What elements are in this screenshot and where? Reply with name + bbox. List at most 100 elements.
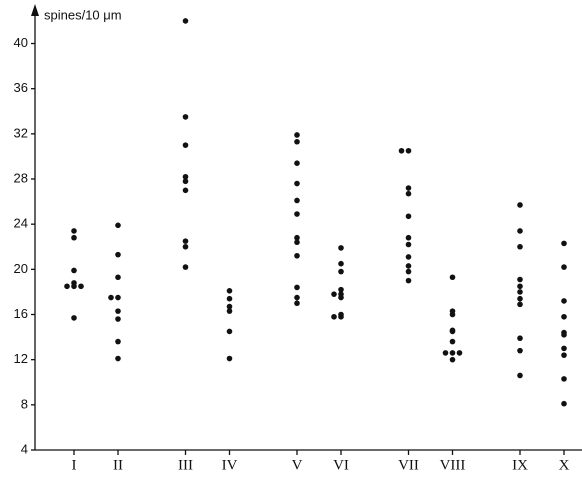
data-point bbox=[449, 274, 456, 281]
data-point bbox=[294, 138, 300, 145]
data-point bbox=[517, 243, 523, 250]
x-tick-label: X bbox=[559, 457, 570, 473]
data-point bbox=[226, 355, 233, 362]
y-tick-label: 12 bbox=[14, 351, 28, 366]
data-point bbox=[517, 228, 523, 234]
data-point bbox=[182, 178, 189, 185]
data-point bbox=[115, 251, 121, 258]
data-point bbox=[517, 301, 523, 308]
y-tick-label: 16 bbox=[14, 306, 28, 321]
data-point bbox=[294, 252, 300, 259]
data-point bbox=[561, 313, 567, 320]
data-point bbox=[226, 328, 233, 335]
y-tick-label: 40 bbox=[14, 35, 28, 50]
data-point bbox=[449, 356, 456, 363]
data-point bbox=[449, 338, 456, 345]
data-point bbox=[115, 222, 121, 229]
data-point bbox=[331, 313, 337, 320]
data-point bbox=[405, 254, 412, 260]
data-point bbox=[517, 372, 523, 379]
data-point bbox=[405, 213, 412, 220]
data-point bbox=[115, 294, 121, 301]
data-point bbox=[405, 241, 412, 248]
data-point bbox=[517, 295, 523, 302]
data-point bbox=[294, 239, 300, 246]
data-point bbox=[449, 311, 456, 318]
data-point bbox=[405, 234, 412, 241]
data-point bbox=[226, 308, 233, 314]
y-axis-label: spines/10 μm bbox=[44, 7, 122, 22]
data-point bbox=[405, 190, 412, 197]
axis-arrow bbox=[31, 4, 39, 16]
data-point bbox=[108, 294, 114, 301]
data-point bbox=[182, 243, 189, 250]
y-tick-label: 24 bbox=[14, 216, 28, 231]
data-point bbox=[115, 274, 121, 281]
data-point bbox=[182, 142, 189, 148]
data-point bbox=[561, 352, 567, 358]
data-point bbox=[517, 335, 523, 342]
data-point bbox=[398, 147, 405, 154]
x-tick-label: III bbox=[178, 457, 193, 473]
data-point bbox=[182, 238, 189, 244]
data-point bbox=[449, 328, 456, 335]
x-tick-label: VI bbox=[333, 457, 349, 473]
data-point bbox=[405, 147, 412, 154]
data-point bbox=[226, 303, 233, 310]
x-tick-label: II bbox=[113, 457, 123, 473]
data-point bbox=[517, 202, 523, 208]
data-point bbox=[561, 264, 567, 270]
data-point bbox=[71, 267, 77, 274]
data-point bbox=[405, 277, 412, 284]
y-tick-label: 36 bbox=[14, 80, 28, 95]
data-point bbox=[561, 400, 567, 407]
data-point bbox=[517, 283, 523, 290]
data-point bbox=[561, 345, 567, 352]
data-point bbox=[78, 283, 84, 290]
data-point bbox=[115, 355, 121, 362]
y-tick-label: 4 bbox=[21, 441, 28, 456]
data-point bbox=[294, 211, 300, 217]
x-tick-label: VIII bbox=[440, 457, 466, 473]
data-point bbox=[561, 298, 567, 304]
data-point bbox=[449, 350, 456, 356]
x-tick-label: I bbox=[72, 457, 77, 473]
data-point bbox=[115, 308, 121, 314]
data-point bbox=[294, 294, 300, 301]
data-point bbox=[71, 283, 77, 290]
y-tick-label: 20 bbox=[14, 261, 28, 276]
data-point bbox=[182, 173, 189, 180]
data-point bbox=[115, 338, 121, 345]
data-point bbox=[64, 283, 70, 290]
data-point bbox=[338, 245, 344, 251]
y-tick-label: 28 bbox=[14, 170, 28, 185]
data-point bbox=[182, 264, 189, 270]
data-point bbox=[405, 263, 412, 269]
data-point bbox=[71, 228, 77, 234]
data-point bbox=[294, 160, 300, 167]
x-tick-label: IV bbox=[222, 457, 238, 473]
data-point bbox=[226, 295, 233, 302]
data-point bbox=[226, 287, 233, 294]
data-point bbox=[517, 347, 523, 354]
data-point bbox=[338, 260, 344, 267]
data-point bbox=[338, 313, 344, 320]
data-point bbox=[442, 350, 449, 356]
data-point bbox=[517, 276, 523, 283]
data-point bbox=[456, 350, 463, 356]
data-point bbox=[71, 234, 77, 241]
x-tick-label: V bbox=[292, 457, 303, 473]
x-tick-label: VII bbox=[398, 457, 419, 473]
data-point bbox=[294, 234, 300, 241]
data-point bbox=[294, 284, 300, 291]
data-point bbox=[405, 268, 412, 275]
data-point bbox=[182, 18, 189, 24]
data-point bbox=[182, 114, 189, 120]
x-tick-label: IX bbox=[512, 457, 528, 473]
data-point bbox=[294, 197, 300, 204]
data-point bbox=[115, 316, 121, 322]
data-point bbox=[294, 300, 300, 307]
data-point bbox=[561, 332, 567, 338]
data-point bbox=[182, 187, 189, 194]
